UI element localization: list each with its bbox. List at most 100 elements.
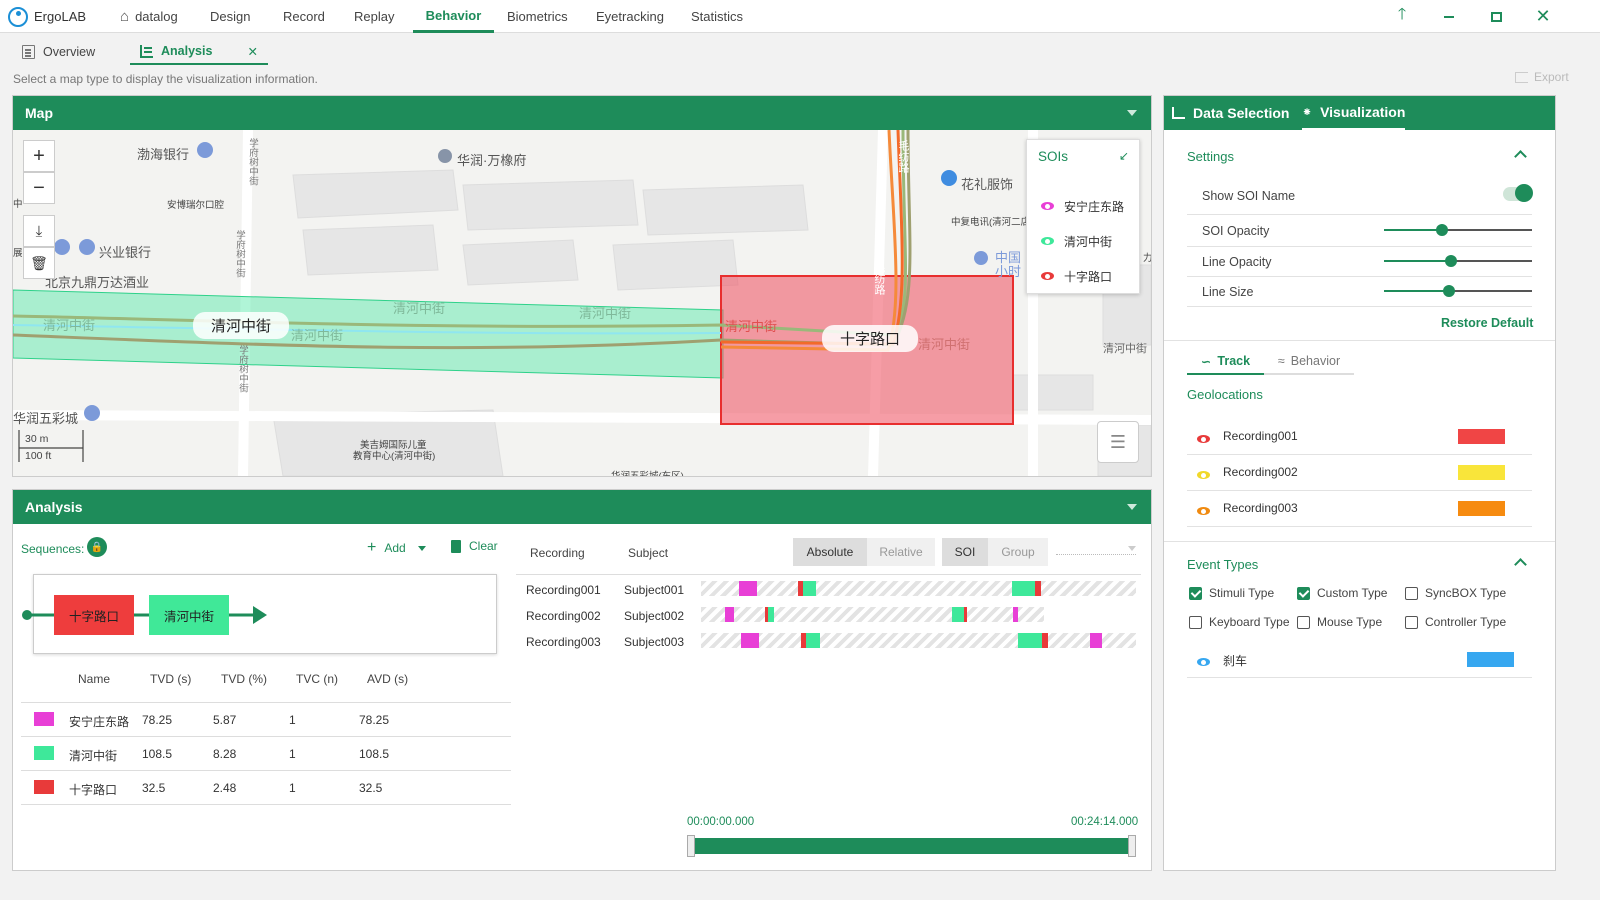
checkbox-checked-icon — [1297, 586, 1310, 600]
zoom-in-button[interactable]: + — [23, 140, 55, 172]
controller-type-checkbox[interactable]: Controller Type — [1405, 615, 1506, 629]
timeline-segment[interactable] — [952, 607, 964, 622]
table-row[interactable]: 十字路口 32.5 2.48 1 32.5 — [13, 770, 513, 804]
timeline-segment[interactable] — [741, 633, 759, 648]
close-button[interactable]: ✕ — [1523, 0, 1563, 33]
map-canvas[interactable]: 渤海银行 华润·万橡府 学府树中街 安博瑞尔口腔 中 兴业银行 展 北京九鼎万达… — [13, 130, 1151, 476]
chevron-up-icon[interactable] — [1514, 150, 1527, 163]
list-item[interactable]: Recording001 — [1187, 418, 1532, 454]
lock-icon[interactable]: 🔒 — [87, 537, 107, 557]
zoom-out-button[interactable]: − — [23, 172, 55, 204]
nav-replay[interactable]: Replay — [354, 9, 395, 24]
map-panel-header[interactable]: Map — [13, 96, 1151, 130]
timeline-segment[interactable] — [765, 607, 768, 622]
eye-icon[interactable] — [1197, 435, 1210, 443]
timeline-segment[interactable] — [1035, 581, 1041, 596]
color-swatch[interactable] — [1458, 465, 1505, 480]
eye-icon[interactable] — [1197, 507, 1210, 515]
timeline-segment[interactable] — [1018, 633, 1042, 648]
timeline-recording: Recording003 — [526, 635, 601, 649]
custom-type-checkbox[interactable]: Custom Type — [1297, 586, 1387, 600]
range-handle-start[interactable] — [687, 835, 695, 857]
list-item[interactable]: Recording002 — [1187, 454, 1532, 490]
minimize-button[interactable] — [1429, 0, 1469, 33]
timeline-segment[interactable] — [1012, 581, 1035, 596]
restore-default-button[interactable]: Restore Default — [1441, 316, 1534, 330]
soi-item-anning[interactable]: 安宁庄东路 — [1041, 196, 1124, 216]
time-range-slider[interactable] — [687, 835, 1136, 857]
table-row[interactable]: 安宁庄东路 78.25 5.87 1 78.25 — [13, 702, 513, 736]
timeline-segment[interactable] — [725, 607, 734, 622]
timeline-segment[interactable] — [964, 607, 967, 622]
collapse-icon[interactable] — [1127, 504, 1137, 510]
show-soi-name-toggle[interactable] — [1503, 184, 1533, 202]
export-button[interactable]: Export — [1515, 70, 1569, 84]
eye-icon[interactable] — [1041, 202, 1054, 210]
nav-biometrics[interactable]: Biometrics — [507, 9, 568, 24]
timeline-track[interactable] — [701, 581, 1136, 596]
color-swatch[interactable] — [1467, 652, 1514, 667]
group-select[interactable] — [1056, 546, 1136, 555]
eye-icon[interactable] — [1197, 658, 1210, 666]
nav-design[interactable]: Design — [210, 9, 251, 24]
timeline-segment[interactable] — [768, 607, 774, 622]
mouse-type-checkbox[interactable]: Mouse Type — [1297, 615, 1382, 629]
timeline-track[interactable] — [701, 633, 1136, 648]
line-opacity-slider[interactable] — [1384, 255, 1532, 272]
list-item[interactable]: 刹车 — [1187, 641, 1532, 677]
nav-statistics[interactable]: Statistics — [691, 9, 744, 24]
layers-button[interactable]: ☰ — [1097, 421, 1139, 463]
timeline-segment[interactable] — [801, 633, 806, 648]
subtab-track[interactable]: ∽ Track — [1187, 349, 1264, 375]
nav-eyetracking[interactable]: Eyetracking — [596, 9, 664, 24]
eye-icon[interactable] — [1197, 471, 1210, 479]
keyboard-type-checkbox[interactable]: Keyboard Type — [1189, 615, 1290, 629]
color-swatch[interactable] — [1458, 429, 1505, 444]
range-handle-end[interactable] — [1128, 835, 1136, 857]
collapse-icon[interactable] — [1127, 110, 1137, 116]
syncbox-type-checkbox[interactable]: SyncBOX Type — [1405, 586, 1506, 600]
soi-mode-button[interactable]: SOI — [942, 538, 988, 566]
color-swatch[interactable] — [1458, 501, 1505, 516]
tab-data-selection[interactable]: Data Selection — [1172, 96, 1289, 130]
timeline-segment[interactable] — [739, 581, 757, 596]
line-size-slider[interactable] — [1384, 285, 1532, 302]
download-button[interactable]: ⤓ — [23, 215, 55, 247]
timeline-track[interactable] — [701, 607, 1044, 622]
stimuli-type-checkbox[interactable]: Stimuli Type — [1189, 586, 1274, 600]
analysis-panel-header[interactable]: Analysis — [13, 490, 1151, 524]
timeline-segment[interactable] — [798, 581, 803, 596]
close-tab-icon[interactable]: ✕ — [247, 44, 258, 59]
sequence-step-crossroad[interactable]: 十字路口 — [54, 595, 134, 635]
tab-visualization[interactable]: ⁕ Visualization — [1302, 96, 1406, 130]
nav-behavior[interactable]: Behavior — [413, 0, 494, 33]
eye-icon[interactable] — [1041, 237, 1054, 245]
timeline-segment[interactable] — [1090, 633, 1102, 648]
soi-item-crossroad[interactable]: 十字路口 — [1041, 266, 1112, 286]
nav-record[interactable]: Record — [283, 9, 325, 24]
absolute-button[interactable]: Absolute — [793, 538, 867, 566]
relative-button[interactable]: Relative — [867, 538, 935, 566]
maximize-button[interactable] — [1476, 0, 1516, 33]
list-item[interactable]: Recording003 — [1187, 490, 1532, 526]
eye-icon[interactable] — [1041, 272, 1054, 280]
soi-item-qinghe[interactable]: 清河中街 — [1041, 231, 1112, 251]
timeline-segment[interactable] — [806, 633, 820, 648]
timeline-segment[interactable] — [1042, 633, 1048, 648]
collapse-soi-icon[interactable]: ↙ — [1119, 149, 1130, 163]
group-mode-button[interactable]: Group — [988, 538, 1048, 566]
subtab-behavior[interactable]: ≈ Behavior — [1264, 349, 1354, 375]
sequence-step-qinghe[interactable]: 清河中街 — [149, 595, 229, 635]
tab-analysis[interactable]: Analysis ✕ — [130, 39, 268, 65]
table-row[interactable]: 清河中街 108.5 8.28 1 108.5 — [13, 736, 513, 770]
nav-datalog[interactable]: ⌂ datalog — [120, 8, 178, 25]
clear-sequence-button[interactable]: Clear — [451, 539, 498, 553]
chevron-up-icon[interactable] — [1514, 558, 1527, 571]
timeline-segment[interactable] — [803, 581, 816, 596]
pin-up-button[interactable]: 🡑 — [1382, 0, 1422, 33]
tab-overview[interactable]: Overview — [12, 39, 105, 65]
timeline-segment[interactable] — [1013, 607, 1018, 622]
soi-opacity-slider[interactable] — [1384, 224, 1532, 241]
add-sequence-button[interactable]: + Add — [367, 539, 426, 557]
delete-button[interactable]: 🗑 — [23, 247, 55, 279]
